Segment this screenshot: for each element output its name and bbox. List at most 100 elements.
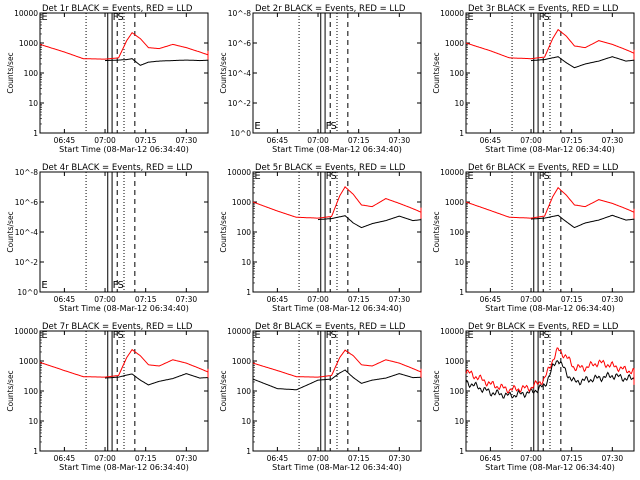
series-events-line [530,214,635,239]
series-events-line [104,58,209,76]
y-tick-label: 1000 [445,198,464,207]
marker-label-f: F [113,12,119,23]
y-tick-label: 10000 [440,9,464,18]
marker-label-s: S [330,121,336,132]
panel-det-2r: Det 2r BLACK = Events, RED = LLD 10^0 10^-… [219,4,422,154]
x-tick-label: 07:15 [561,454,583,463]
y-axis-label: Counts/sec [6,211,15,252]
y-tick-label: 10^-6 [15,198,39,207]
x-tick-label: 07:30 [389,454,411,463]
x-tick-label: 07:00 [307,136,329,145]
x-tick-label: 07:30 [602,295,624,304]
x-tick-label: 06:45 [480,295,502,304]
y-tick-label: 10^-4 [228,69,252,78]
y-tick-label: 10000 [14,327,38,336]
series-lld-line [39,348,209,378]
y-tick-label: 10000 [227,168,251,177]
marker-label-e: E [467,171,473,182]
x-tick-label: 07:00 [307,295,329,304]
series-lld-line [465,186,635,219]
y-tick-label: 10 [28,417,38,426]
y-tick-label: 1000 [445,357,464,366]
panel-title: Det 6r BLACK = Events, RED = LLD [468,163,619,173]
marker-label-s: S [117,12,123,23]
marker-label-s: S [543,12,549,23]
marker-label-e: E [254,330,260,341]
marker-label-e: E [41,12,47,23]
y-tick-label: 1 [459,447,464,456]
y-axis-label: Counts/sec [432,211,441,252]
marker-label-s: S [330,171,336,182]
marker-label-f: F [113,330,119,341]
x-axis-label: Start Time (08-Mar-12 06:34:40) [272,304,402,313]
marker-label-e: E [41,330,47,341]
y-tick-label: 10 [241,417,251,426]
series-lld-line [465,347,635,394]
x-axis-label: Start Time (08-Mar-12 06:34:40) [59,463,189,472]
y-axis-label: Counts/sec [6,370,15,411]
panel-title: Det 3r BLACK = Events, RED = LLD [468,4,619,14]
series-events-line [317,215,422,237]
y-tick-label: 1 [246,288,251,297]
x-tick-label: 07:30 [602,454,624,463]
y-tick-label: 1 [459,129,464,138]
marker-label-f: F [326,121,332,132]
x-tick-label: 07:00 [520,136,542,145]
series-events-line [530,56,635,75]
marker-label-f: F [539,330,545,341]
x-axis-label: Start Time (08-Mar-12 06:34:40) [272,463,402,472]
panel-det-8r: Det 8r BLACK = Events, RED = LLD 1 10 100 10… [219,322,422,472]
marker-label-e: E [467,12,473,23]
x-tick-label: 07:00 [94,295,116,304]
marker-label-s: S [117,280,123,291]
x-tick-label: 06:45 [54,454,76,463]
y-tick-label: 10^-4 [15,228,39,237]
panel-det-3r: Det 3r BLACK = Events, RED = LLD 1 10 100 10… [432,4,635,154]
x-tick-label: 07:15 [348,136,370,145]
y-axis-label: Counts/sec [219,370,228,411]
y-tick-label: 10000 [227,327,251,336]
panel-title: Det 4r BLACK = Events, RED = LLD [42,163,193,173]
series-lld-line [252,349,422,378]
x-tick-label: 07:00 [520,454,542,463]
x-tick-label: 07:30 [176,136,198,145]
x-tick-label: 07:30 [389,136,411,145]
x-tick-label: 07:30 [176,454,198,463]
x-tick-label: 06:45 [267,454,289,463]
y-tick-label: 100 [237,228,252,237]
x-axis-label: Start Time (08-Mar-12 06:34:40) [485,145,615,154]
y-tick-label: 10^-8 [228,9,252,18]
panel-title: Det 9r BLACK = Events, RED = LLD [468,322,619,332]
panel-title: Det 8r BLACK = Events, RED = LLD [255,322,406,332]
y-tick-label: 1 [33,447,38,456]
y-tick-label: 100 [237,387,252,396]
x-tick-label: 06:45 [267,136,289,145]
x-tick-label: 06:45 [54,136,76,145]
y-tick-label: 10^-2 [228,99,252,108]
x-tick-label: 07:15 [135,454,157,463]
y-tick-label: 10^-2 [15,258,39,267]
marker-label-s: S [330,330,336,341]
panel-det-1r: Det 1r BLACK = Events, RED = LLD 1 10 100 10… [6,4,209,154]
y-tick-label: 10 [454,99,464,108]
x-tick-label: 07:30 [389,295,411,304]
y-tick-label: 1 [246,447,251,456]
y-tick-label: 100 [450,387,465,396]
x-tick-label: 07:15 [348,454,370,463]
marker-label-f: F [326,330,332,341]
x-axis-label: Start Time (08-Mar-12 06:34:40) [59,304,189,313]
x-tick-label: 07:15 [561,136,583,145]
y-tick-label: 1 [459,288,464,297]
y-tick-label: 10^0 [17,288,38,297]
x-tick-label: 06:45 [480,454,502,463]
y-tick-label: 10000 [440,168,464,177]
x-axis-label: Start Time (08-Mar-12 06:34:40) [485,304,615,313]
series-lld-line [252,185,422,219]
x-axis-label: Start Time (08-Mar-12 06:34:40) [485,463,615,472]
x-tick-label: 07:00 [94,454,116,463]
y-tick-label: 100 [450,69,465,78]
marker-label-s: S [543,171,549,182]
marker-label-f: F [539,12,545,23]
x-tick-label: 06:45 [480,136,502,145]
y-tick-label: 1000 [445,39,464,48]
